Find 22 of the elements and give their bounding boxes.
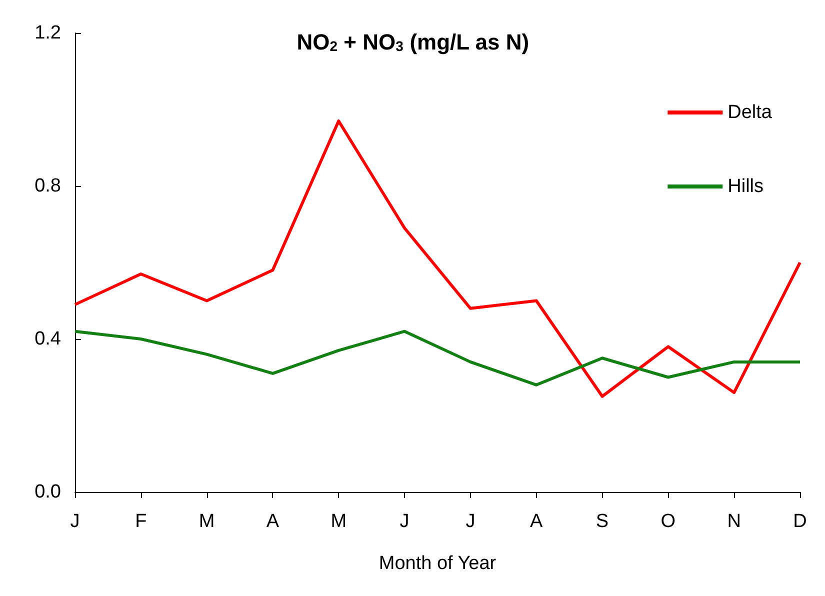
x-tick-label: A — [266, 511, 280, 532]
line-series — [74, 330, 802, 386]
line-series — [74, 119, 802, 398]
legend-label: Hills — [728, 176, 764, 197]
legend-label: Delta — [728, 102, 772, 123]
x-tick-label: J — [70, 511, 80, 532]
x-tick-label: N — [727, 511, 741, 532]
x-tick-label: J — [400, 511, 410, 532]
x-tick-label: M — [330, 511, 347, 532]
y-tick-label: 0.8 — [34, 176, 61, 196]
x-tick-label: J — [466, 511, 476, 532]
x-tick-label: F — [135, 511, 147, 532]
x-tick-label: S — [596, 511, 609, 532]
x-axis-title: Month of Year — [378, 553, 497, 574]
x-tick-label: D — [793, 511, 807, 532]
x-tick-label: O — [660, 511, 676, 532]
x-tick-label: A — [530, 511, 544, 532]
y-tick-label: 0.4 — [34, 328, 62, 350]
x-tick-label: M — [198, 511, 215, 532]
y-tick-label: 1.2 — [34, 22, 61, 44]
chart-title: NO2 + NO3 (mg/L as N) — [296, 30, 530, 54]
y-tick-label: 0.0 — [34, 482, 61, 502]
